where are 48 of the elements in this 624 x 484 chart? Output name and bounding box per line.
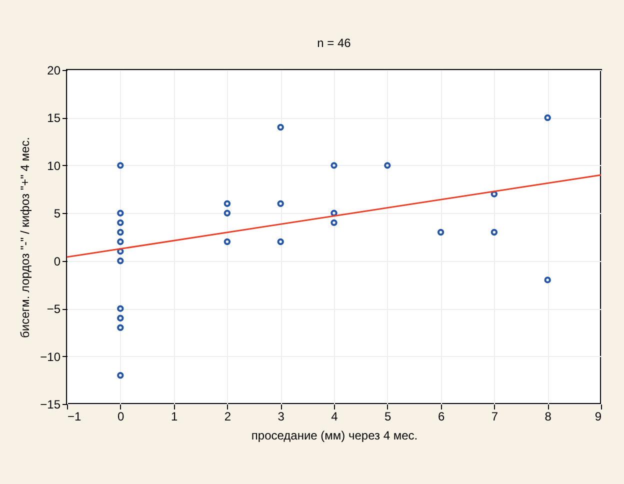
y-axis-title: бисегм. лордоз "-" / кифоз "+" 4 мес. [18, 137, 32, 338]
x-tick-label: 8 [544, 410, 552, 424]
x-tick-label: −1 [68, 410, 82, 424]
y-tick-label: 10 [47, 158, 61, 173]
point [277, 200, 284, 207]
y-tick-label: −5 [46, 302, 61, 316]
point [490, 228, 498, 236]
chart-title: n = 46 [317, 36, 352, 50]
point [117, 258, 124, 264]
point [117, 238, 124, 246]
x-tick-label: 4 [331, 410, 338, 424]
y-tick-label: 15 [47, 111, 61, 126]
x-tick-label: 2 [224, 410, 232, 424]
point [117, 210, 124, 216]
point [437, 228, 444, 236]
x-tick-label: 3 [278, 410, 285, 424]
y-tick-label: −15 [40, 398, 61, 412]
x-tick-label: 7 [491, 410, 498, 424]
point [330, 210, 338, 216]
y-tick-label: 20 [47, 64, 61, 78]
point [490, 190, 498, 198]
y-tick-label: −10 [40, 350, 61, 364]
point [117, 248, 124, 255]
point [544, 276, 551, 284]
x-tick-label: 5 [384, 410, 392, 424]
point [117, 305, 124, 312]
point [117, 162, 124, 169]
y-tick-label: 5 [54, 206, 61, 221]
point [224, 200, 231, 207]
x-axis-title: проседание (мм) через 4 мес. [251, 428, 418, 442]
point [224, 210, 231, 216]
point [117, 228, 124, 236]
x-tick-label: 0 [118, 410, 125, 424]
point [117, 324, 124, 331]
point [117, 372, 124, 379]
point [544, 114, 551, 122]
x-tick-label: 1 [170, 410, 178, 424]
point [117, 219, 124, 226]
point [330, 162, 338, 169]
point [277, 124, 284, 131]
y-tick-label: 0 [54, 254, 61, 268]
point [277, 238, 284, 246]
point [117, 314, 124, 322]
point [384, 162, 391, 169]
x-tick-label: 6 [438, 410, 445, 424]
x-tick-label: 9 [594, 410, 602, 424]
point [330, 219, 338, 226]
point [224, 238, 231, 246]
